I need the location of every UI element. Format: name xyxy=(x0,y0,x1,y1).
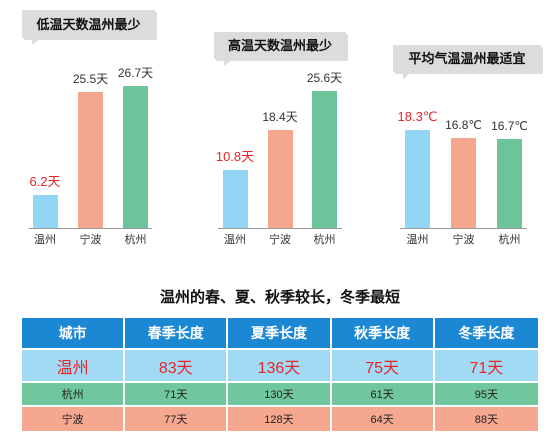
column-header-autumn: 秋季长度 xyxy=(331,318,435,350)
table-row-ningbo: 宁波 77天 128天 64天 88天 xyxy=(22,407,538,431)
cell-city: 杭州 xyxy=(22,383,126,407)
value-label-hangzhou: 26.7天 xyxy=(117,65,154,80)
category-label-hangzhou: 杭州 xyxy=(313,234,336,246)
bar-hangzhou xyxy=(123,85,148,228)
chart-title: 平均气温温州最适宜 xyxy=(393,45,541,79)
cell-city: 宁波 xyxy=(22,407,126,431)
bar-ningbo xyxy=(451,138,476,228)
table-row-wenzhou: 温州 83天 136天 75天 71天 xyxy=(22,350,538,383)
cell-winter: 95天 xyxy=(434,383,538,407)
table-title: 温州的春、夏、秋季较长，冬季最短 xyxy=(159,289,400,306)
chart-average-temperature: 平均气温温州最适宜 18.3℃ 温州 16.8℃ 宁波 16.7℃ 杭州 xyxy=(393,45,541,246)
category-label-ningbo: 宁波 xyxy=(269,234,291,246)
value-label-ningbo: 25.5天 xyxy=(72,72,109,86)
value-label-ningbo: 16.8℃ xyxy=(445,118,482,133)
bar-hangzhou xyxy=(312,91,337,228)
category-label-ningbo: 宁波 xyxy=(452,234,475,246)
cell-city: 温州 xyxy=(22,350,126,383)
cell-autumn: 64天 xyxy=(332,407,435,431)
column-header-winter: 冬季长度 xyxy=(434,318,538,350)
cell-winter: 71天 xyxy=(434,350,538,383)
bar-wenzhou xyxy=(222,170,248,228)
bar-wenzhou xyxy=(32,194,58,228)
chart-title: 低温天数温州最少 xyxy=(22,10,155,45)
bar-ningbo xyxy=(267,129,293,228)
column-header-spring: 春季长度 xyxy=(125,318,229,350)
category-label-hangzhou: 杭州 xyxy=(498,234,521,246)
table-header-row: 城市 春季长度 夏季长度 秋季长度 冬季长度 xyxy=(22,318,538,350)
chart-low-temperature-days: 低温天数温州最少 6.2天温州 25.5天宁波 26.7天杭州 xyxy=(22,10,155,246)
column-header-city: 城市 xyxy=(22,318,126,350)
category-label-hangzhou: 杭州 xyxy=(124,234,147,246)
x-axis-baseline xyxy=(218,228,342,229)
cell-spring: 71天 xyxy=(125,383,229,407)
bar-charts: 低温天数温州最少 6.2天温州 25.5天宁波 26.7天杭州 高温天数温州最少 10.8… xyxy=(22,10,541,246)
chart-title: 高温天数温州最少 xyxy=(214,32,346,66)
value-label-wenzhou: 18.3℃ xyxy=(397,109,438,125)
category-label-wenzhou: 温州 xyxy=(34,234,56,246)
cell-spring: 77天 xyxy=(125,407,229,431)
x-axis-baseline xyxy=(400,228,527,229)
cell-summer: 130天 xyxy=(228,383,332,407)
cell-spring: 83天 xyxy=(125,350,229,383)
chart-high-temperature-days: 高温天数温州最少 10.8天温州 18.4天宁波 25.6天杭州 xyxy=(214,32,346,246)
cell-summer: 136天 xyxy=(228,350,332,383)
bar-wenzhou xyxy=(405,130,430,228)
cell-autumn: 61天 xyxy=(331,383,435,407)
cell-autumn: 75天 xyxy=(331,350,435,383)
season-length-table: 城市 春季长度 夏季长度 秋季长度 冬季长度 温州 83天 136天 75天 7… xyxy=(22,318,538,431)
x-axis-baseline xyxy=(29,228,152,229)
category-label-ningbo: 宁波 xyxy=(79,234,102,246)
value-label-hangzhou: 25.6天 xyxy=(306,71,343,86)
cell-summer: 128天 xyxy=(228,407,332,431)
column-header-summer: 夏季长度 xyxy=(228,318,332,350)
category-label-wenzhou: 温州 xyxy=(406,234,429,246)
value-label-wenzhou: 10.8天 xyxy=(215,149,255,165)
value-label-hangzhou: 16.7℃ xyxy=(491,118,528,133)
bar-ningbo xyxy=(78,92,103,228)
category-label-wenzhou: 温州 xyxy=(224,234,246,246)
bar-hangzhou xyxy=(497,138,522,228)
value-label-ningbo: 18.4天 xyxy=(262,109,298,124)
value-label-wenzhou: 6.2天 xyxy=(29,173,61,189)
cell-winter: 88天 xyxy=(474,414,498,426)
table-row-hangzhou: 杭州 71天 130天 61天 95天 xyxy=(22,383,538,407)
